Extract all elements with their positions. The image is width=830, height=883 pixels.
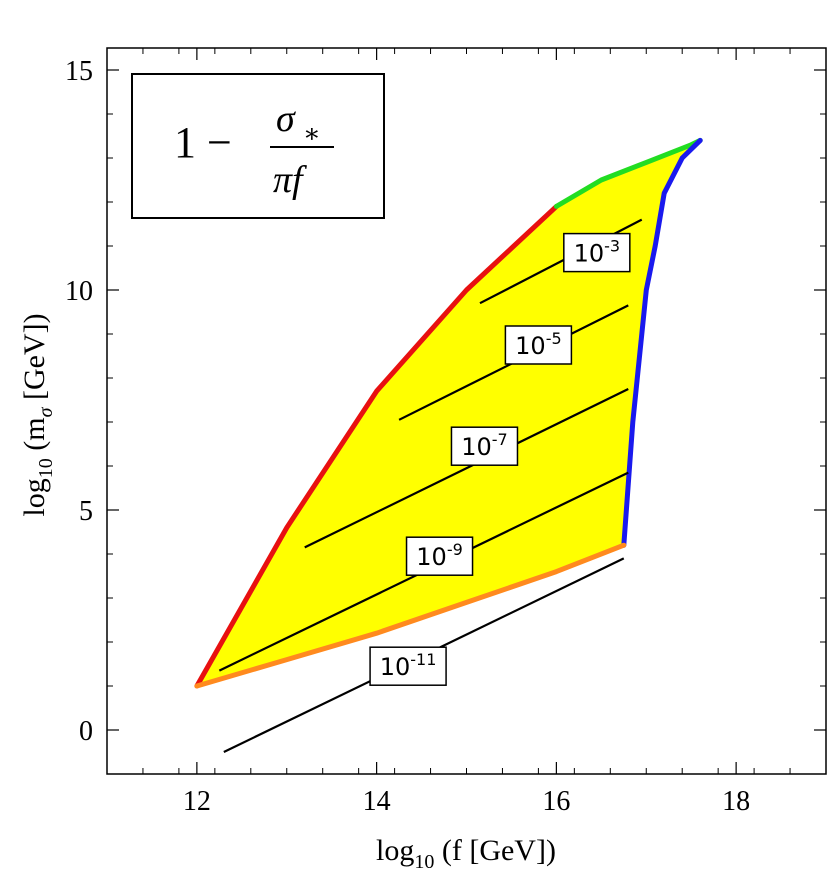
contour-label-0: 10-3 — [574, 237, 621, 268]
x-tick-label: 12 — [183, 786, 211, 817]
x-tick-label: 16 — [542, 786, 570, 817]
feasible-region — [196, 140, 701, 686]
region-fill — [196, 140, 701, 686]
contour-label-box-2 — [450, 426, 519, 466]
legend-leading: 1 − — [174, 118, 232, 167]
contour-label-box-3 — [405, 536, 474, 576]
y-tick-label: 0 — [79, 716, 93, 747]
contour-lines: 10-3 10-5 10-7 10-9 10-11 — [218, 218, 643, 753]
legend-frame — [131, 73, 385, 219]
boundary-upper-left — [194, 203, 559, 689]
axis-ticks: 12 14 16 18 0 5 10 15 — [65, 48, 827, 817]
contour-label-3: 10-9 — [416, 540, 463, 571]
y-tick-label: 10 — [65, 276, 93, 307]
legend-numerator-sub: ∗ — [303, 119, 321, 148]
legend-denominator: πf — [273, 159, 307, 201]
boundary-right — [621, 137, 703, 548]
contour-label-box-1 — [504, 325, 573, 365]
contour-line-2 — [304, 388, 629, 549]
contour-label-box-0 — [563, 232, 631, 273]
y-axis-label: log10 (mσ [GeV]) — [18, 313, 57, 516]
y-tick-label: 5 — [79, 496, 93, 527]
region-boundaries — [194, 137, 703, 689]
contour-label-4: 10-11 — [380, 650, 437, 681]
x-axis-label: log10 (f [GeV]) — [376, 834, 556, 873]
x-tick-label: 18 — [722, 786, 750, 817]
boundary-bottom — [194, 542, 627, 689]
legend-box: 1 − σ ∗ πf — [131, 73, 385, 219]
contour-label-2: 10-7 — [461, 430, 507, 461]
y-tick-label: 15 — [65, 56, 93, 87]
legend-numerator: σ — [276, 98, 296, 140]
x-tick-label: 14 — [363, 786, 391, 817]
contour-label-box-4 — [369, 646, 447, 686]
contour-label-1: 10-5 — [515, 329, 562, 360]
